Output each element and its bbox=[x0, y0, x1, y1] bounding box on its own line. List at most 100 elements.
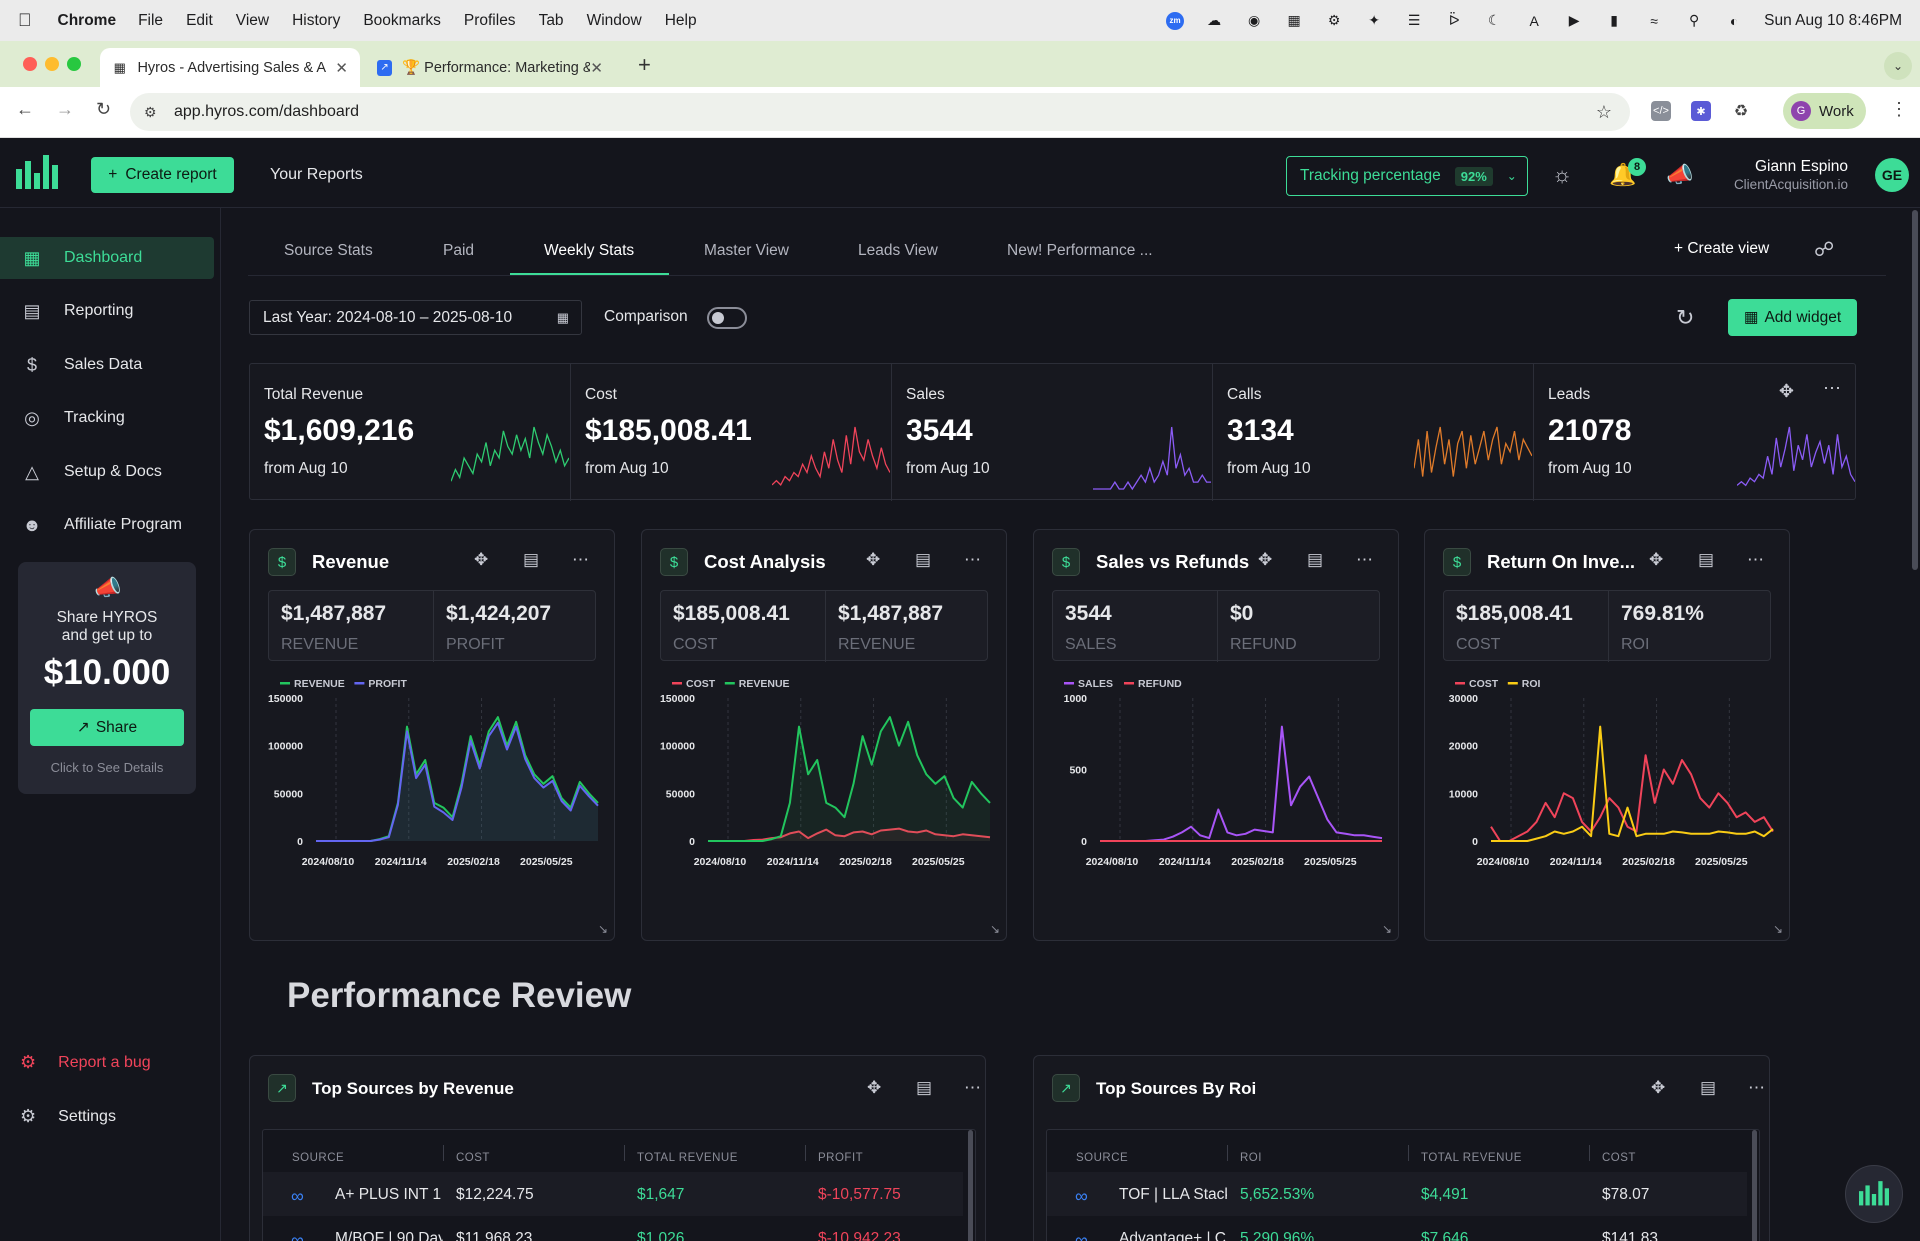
legend-item[interactable]: ROI bbox=[1507, 678, 1541, 690]
megaphone-icon[interactable]: 📣 bbox=[1666, 162, 1694, 187]
gear-app-icon[interactable]: ⚙ bbox=[1327, 12, 1341, 28]
sidebar-item-dashboard[interactable]: ▦ Dashboard bbox=[0, 237, 214, 279]
tab-master-view[interactable]: Master View bbox=[704, 242, 789, 259]
feather-icon[interactable]: ✦ bbox=[1368, 12, 1380, 28]
extension-icon[interactable]: ✱ bbox=[1691, 101, 1711, 121]
move-icon[interactable]: ✥ bbox=[474, 550, 489, 569]
more-options-icon[interactable]: ⋯ bbox=[1748, 1078, 1765, 1097]
sidebar-item-setup-docs[interactable]: △ Setup & Docs bbox=[0, 451, 214, 493]
tab-search-chevron-icon[interactable]: ⌄ bbox=[1884, 52, 1912, 80]
cloud-icon[interactable]: ☁ bbox=[1207, 12, 1222, 28]
close-window-button[interactable] bbox=[23, 57, 37, 71]
legend-item[interactable]: REFUND bbox=[1124, 678, 1182, 690]
notes-icon[interactable]: ▤ bbox=[1698, 550, 1715, 569]
browser-menu-icon[interactable]: ⋮ bbox=[1890, 99, 1908, 119]
column-separator[interactable] bbox=[1227, 1145, 1228, 1161]
date-range-picker[interactable]: Last Year: 2024-08-10 – 2025-08-10 ▦ bbox=[249, 300, 582, 335]
column-header[interactable]: PROFIT bbox=[818, 1152, 864, 1164]
floating-hyros-button[interactable] bbox=[1845, 1165, 1903, 1223]
stat-card[interactable]: Cost $185,008.41 from Aug 10 bbox=[571, 364, 892, 501]
cursor-icon[interactable]: ☰ bbox=[1407, 12, 1421, 28]
record-icon[interactable]: ◉ bbox=[1248, 12, 1261, 28]
refresh-icon[interactable]: ↻ bbox=[1676, 305, 1695, 330]
column-header[interactable]: SOURCE bbox=[1076, 1152, 1129, 1164]
column-separator[interactable] bbox=[624, 1145, 625, 1161]
table-row[interactable]: ∞ Advantage+ | C 5,290.96% $7,646 $141.83 bbox=[1047, 1216, 1747, 1241]
table-row[interactable]: ∞ M/BOF | 90 Day $11,968.23 $1,026 $-10,942.… bbox=[263, 1216, 963, 1241]
notes-icon[interactable]: ▤ bbox=[1307, 550, 1324, 569]
zoom-icon[interactable]: zm bbox=[1166, 11, 1185, 30]
media-icon[interactable]: ▦ bbox=[1287, 12, 1301, 28]
column-header[interactable]: ROI bbox=[1240, 1152, 1262, 1164]
app-name[interactable]: Chrome bbox=[44, 11, 117, 29]
menu-tab[interactable]: Tab bbox=[525, 11, 564, 29]
site-settings-icon[interactable]: ⚙ bbox=[144, 103, 157, 120]
stat-card[interactable]: Leads 21078 from Aug 10 ✥ ⋯ bbox=[1534, 364, 1857, 501]
menu-edit[interactable]: Edit bbox=[172, 11, 213, 29]
create-view-button[interactable]: + Create view bbox=[1674, 240, 1769, 258]
back-icon[interactable]: ← bbox=[16, 99, 34, 119]
resize-handle-icon[interactable]: ↘ bbox=[597, 922, 608, 936]
reload-icon[interactable]: ↻ bbox=[96, 99, 112, 119]
share-icon[interactable]: ☍ bbox=[1814, 239, 1835, 261]
browser-tab-hyros[interactable]: ▦ Hyros - Advertising Sales & A ✕ bbox=[100, 48, 360, 87]
add-widget-button[interactable]: ▦ Add widget bbox=[1728, 299, 1857, 336]
column-header[interactable]: SOURCE bbox=[292, 1152, 345, 1164]
notes-icon[interactable]: ▤ bbox=[916, 1078, 933, 1097]
menu-profiles[interactable]: Profiles bbox=[450, 11, 516, 29]
new-tab-button[interactable]: + bbox=[638, 52, 651, 77]
table-row[interactable]: ∞ A+ PLUS INT 1 | $12,224.75 $1,647 $-10,577… bbox=[263, 1172, 963, 1216]
legend-item[interactable]: REVENUE bbox=[724, 678, 790, 690]
table-row[interactable]: ∞ TOF | LLA Stack 5,652.53% $4,491 $78.07 bbox=[1047, 1172, 1747, 1216]
tab-source-stats[interactable]: Source Stats bbox=[284, 242, 373, 259]
move-icon[interactable]: ✥ bbox=[1649, 550, 1664, 569]
menu-window[interactable]: Window bbox=[573, 11, 642, 29]
close-tab-icon[interactable]: ✕ bbox=[335, 59, 348, 77]
puzzle-extensions-icon[interactable]: ♻ bbox=[1733, 103, 1749, 120]
sidebar-item-sales-data[interactable]: $ Sales Data bbox=[0, 344, 214, 386]
move-icon[interactable]: ✥ bbox=[866, 550, 881, 569]
create-report-button[interactable]: + Create report bbox=[91, 157, 234, 193]
forward-icon[interactable]: → bbox=[56, 99, 74, 119]
play-icon[interactable]: ▶ bbox=[1568, 12, 1580, 28]
sidebar-item-affiliate-program[interactable]: ☻ Affiliate Program bbox=[0, 504, 214, 546]
column-header[interactable]: COST bbox=[456, 1152, 490, 1164]
column-header[interactable]: TOTAL REVENUE bbox=[1421, 1152, 1522, 1164]
notes-icon[interactable]: ▤ bbox=[1700, 1078, 1717, 1097]
more-options-icon[interactable]: ⋯ bbox=[572, 550, 589, 569]
input-source-icon[interactable]: A bbox=[1529, 12, 1539, 29]
resize-handle-icon[interactable]: ↘ bbox=[1772, 922, 1783, 936]
resize-handle-icon[interactable]: ↘ bbox=[1381, 922, 1392, 936]
notes-icon[interactable]: ▤ bbox=[915, 550, 932, 569]
sidebar-item-tracking[interactable]: ◎ Tracking bbox=[0, 397, 214, 439]
your-reports-link[interactable]: Your Reports bbox=[270, 166, 363, 183]
sun-icon[interactable]: ☼ bbox=[1552, 162, 1573, 187]
resize-handle-icon[interactable]: ↘ bbox=[989, 922, 1000, 936]
legend-item[interactable]: SALES bbox=[1064, 678, 1113, 690]
column-separator[interactable] bbox=[1589, 1145, 1590, 1161]
more-options-icon[interactable]: ⋯ bbox=[964, 550, 981, 569]
maximize-window-button[interactable] bbox=[67, 57, 81, 71]
more-options-icon[interactable]: ⋯ bbox=[1747, 550, 1764, 569]
devtools-extension-icon[interactable]: </> bbox=[1651, 101, 1671, 121]
battery-icon[interactable]: ▮ bbox=[1610, 12, 1618, 28]
column-header[interactable]: COST bbox=[1602, 1152, 1636, 1164]
more-options-icon[interactable]: ⋯ bbox=[964, 1078, 981, 1097]
stat-card[interactable]: Sales 3544 from Aug 10 bbox=[892, 364, 1213, 501]
legend-item[interactable]: COST bbox=[672, 678, 716, 690]
menu-file[interactable]: File bbox=[124, 11, 163, 29]
user-name[interactable]: Giann Espino bbox=[1754, 158, 1848, 175]
wifi-icon[interactable]: ≈ bbox=[1650, 12, 1658, 29]
column-separator[interactable] bbox=[443, 1145, 444, 1161]
share-card-hint[interactable]: Click to See Details bbox=[50, 760, 164, 775]
more-options-icon[interactable]: ⋯ bbox=[1823, 378, 1841, 398]
menu-history[interactable]: History bbox=[278, 11, 340, 29]
bluetooth-icon[interactable]: ᐇ bbox=[1448, 12, 1460, 28]
menu-help[interactable]: Help bbox=[651, 11, 697, 29]
legend-item[interactable]: REVENUE bbox=[280, 678, 345, 690]
move-icon[interactable]: ✥ bbox=[1258, 550, 1273, 569]
hyros-logo[interactable] bbox=[16, 155, 58, 191]
more-options-icon[interactable]: ⋯ bbox=[1356, 550, 1373, 569]
menu-view[interactable]: View bbox=[222, 11, 269, 29]
control-center-icon[interactable]: ◐ bbox=[1729, 12, 1739, 29]
